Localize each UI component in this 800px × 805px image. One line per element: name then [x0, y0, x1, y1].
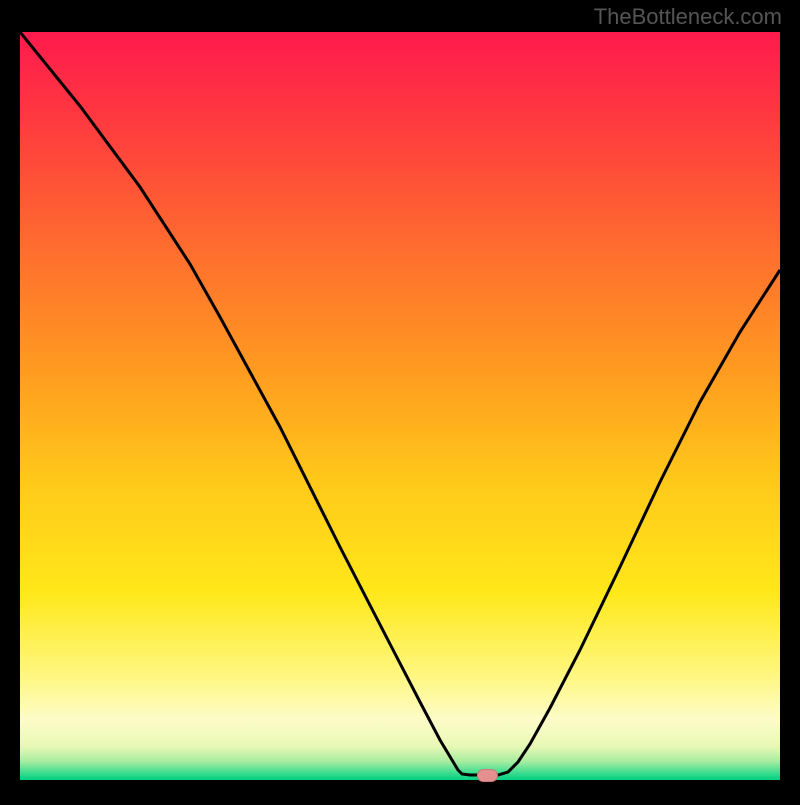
watermark-text: TheBottleneck.com — [594, 4, 782, 30]
chart-frame: TheBottleneck.com — [0, 0, 800, 800]
optimal-marker — [477, 770, 497, 782]
chart-svg — [0, 0, 800, 800]
plot-background — [20, 32, 780, 780]
